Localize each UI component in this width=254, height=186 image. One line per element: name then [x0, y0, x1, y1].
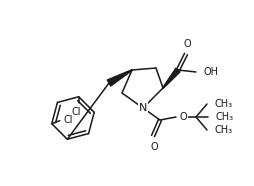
Text: O: O: [150, 142, 157, 152]
Text: N: N: [138, 103, 147, 113]
Text: O: O: [179, 112, 187, 122]
Text: OH: OH: [203, 67, 218, 77]
Text: O: O: [182, 39, 190, 49]
Text: Cl: Cl: [64, 115, 73, 125]
Text: CH₃: CH₃: [215, 112, 233, 122]
Polygon shape: [162, 68, 179, 88]
Text: Cl: Cl: [72, 107, 81, 117]
Polygon shape: [107, 70, 132, 86]
Text: CH₃: CH₃: [214, 99, 232, 109]
Text: CH₃: CH₃: [214, 125, 232, 135]
